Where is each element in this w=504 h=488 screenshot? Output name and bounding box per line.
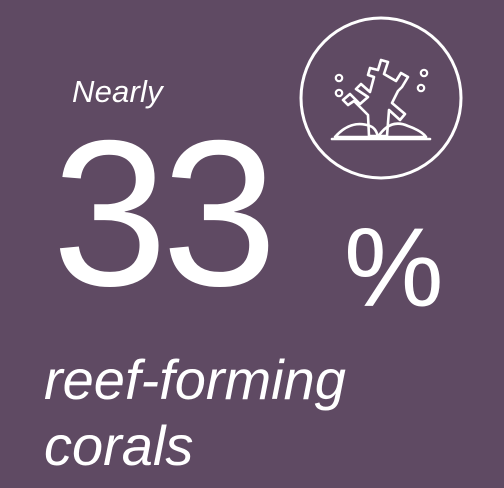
caption-line-2: corals: [44, 414, 194, 477]
qualifier-text: Nearly: [72, 74, 163, 109]
stat-unit: %: [344, 205, 444, 330]
stat-value: 33: [52, 98, 277, 330]
caption-line-1: reef-forming: [44, 348, 346, 411]
coral-icon: [299, 16, 463, 180]
